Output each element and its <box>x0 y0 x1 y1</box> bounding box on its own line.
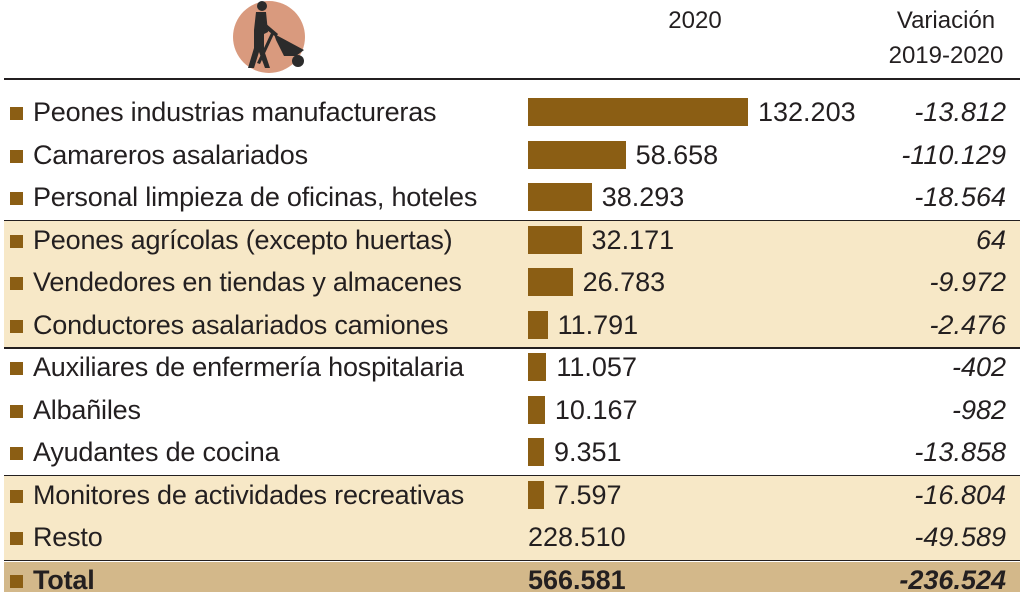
row-bullet-icon <box>10 404 23 418</box>
row-bullet-icon <box>10 319 23 333</box>
variation-label: -13.812 <box>914 97 1006 127</box>
worker-with-wheelbarrow-icon <box>233 1 305 73</box>
table-row: Peones industrias manufactureras 132.203 -… <box>0 92 1024 134</box>
table-row: Personal limpieza de oficinas, hoteles 38… <box>0 177 1024 219</box>
value-label: 11.057 <box>556 352 637 382</box>
row-bullet-icon <box>10 362 23 375</box>
value-label: 10.167 <box>554 394 638 425</box>
variation-label: -9.972 <box>929 267 1006 297</box>
value-label: 7.597 <box>554 479 622 510</box>
category-label: Albañiles <box>33 394 141 425</box>
total-row: Total 566.581 -236.524 <box>0 560 1024 602</box>
table-row: Conductores asalariados camiones 11.791 -2… <box>0 305 1024 347</box>
value-bar <box>528 480 544 509</box>
category-label: Personal limpieza de oficinas, hoteles <box>33 182 478 212</box>
value-label: 9.351 <box>554 437 622 467</box>
category-label: Camareros asalariados <box>33 139 308 170</box>
table-row: Resto 228.510 -49.589 <box>0 517 1024 559</box>
category-label: Conductores asalariados camiones <box>33 309 449 340</box>
category-label: Peones agrícolas (excepto huertas) <box>33 224 453 255</box>
row-bullet-icon <box>10 234 23 248</box>
row-bullet-icon <box>10 532 23 545</box>
value-bar <box>528 310 548 339</box>
value-label: 228.510 <box>528 522 626 552</box>
variation-label: -18.564 <box>914 182 1006 212</box>
table-row: Peones agrícolas (excepto huertas) 32.171… <box>0 220 1024 262</box>
value-bar <box>528 438 544 466</box>
category-label: Ayudantes de cocina <box>33 437 280 467</box>
row-band <box>4 517 1020 560</box>
table-row: Albañiles 10.167 -982 <box>0 390 1024 432</box>
row-band <box>4 262 1020 305</box>
variation-label: -2.476 <box>929 309 1006 340</box>
row-bullet-icon <box>10 447 23 460</box>
row-band <box>4 219 1020 262</box>
group-separator <box>4 474 1020 476</box>
variation-label: -13.858 <box>914 437 1006 467</box>
category-label: Vendedores en tiendas y almacenes <box>33 267 462 297</box>
variation-label: -982 <box>951 394 1006 425</box>
table-row: Monitores de actividades recreativas 7.59… <box>0 475 1024 517</box>
category-label: Total <box>33 564 95 595</box>
table-row: Vendedores en tiendas y almacenes 26.783 -… <box>0 262 1024 304</box>
category-label: Auxiliares de enfermería hospitalaria <box>33 352 464 382</box>
variation-label: -16.804 <box>914 479 1006 510</box>
value-bar <box>528 268 573 296</box>
value-label: 58.658 <box>635 139 719 170</box>
variation-label: 64 <box>975 224 1006 255</box>
value-label: 32.171 <box>591 224 675 255</box>
group-separator <box>4 559 1020 561</box>
variation-label: -236.524 <box>899 564 1006 595</box>
table-row: Camareros asalariados 58.658 -110.129 <box>0 135 1024 177</box>
value-bar <box>528 225 582 254</box>
column-header-variation-line1: Variación <box>896 7 996 34</box>
variation-label: -49.589 <box>914 522 1006 552</box>
category-label: Resto <box>33 522 103 552</box>
row-bullet-icon <box>10 192 23 205</box>
value-bar <box>528 353 547 381</box>
header-rule <box>4 78 1020 80</box>
row-bullet-icon <box>10 107 23 120</box>
value-label: 566.581 <box>528 564 626 595</box>
value-label: 38.293 <box>601 182 685 212</box>
category-label: Peones industrias manufactureras <box>33 97 437 127</box>
row-bullet-icon <box>10 574 23 588</box>
table-row: Auxiliares de enfermería hospitalaria 11.… <box>0 347 1024 389</box>
variation-label: -402 <box>951 352 1006 382</box>
value-bar <box>528 98 748 126</box>
value-label: 26.783 <box>582 267 666 297</box>
row-band <box>4 304 1020 347</box>
row-band <box>4 474 1020 517</box>
row-bullet-icon <box>10 277 23 290</box>
table-row: Ayudantes de cocina 9.351 -13.858 <box>0 432 1024 474</box>
variation-label: -110.129 <box>901 139 1006 170</box>
header-logo <box>226 0 310 74</box>
value-bar <box>528 395 545 424</box>
group-separator <box>4 219 1020 221</box>
row-bullet-icon <box>10 149 23 163</box>
value-bar <box>528 140 626 169</box>
column-header-variation-line2: 2019-2020 <box>888 42 1004 69</box>
value-bar <box>528 183 592 211</box>
value-label: 132.203 <box>758 97 856 127</box>
value-label: 11.791 <box>557 309 639 340</box>
group-separator <box>4 347 1020 349</box>
column-header-year: 2020 <box>668 7 722 34</box>
category-label: Monitores de actividades recreativas <box>33 479 465 510</box>
row-bullet-icon <box>10 489 23 503</box>
